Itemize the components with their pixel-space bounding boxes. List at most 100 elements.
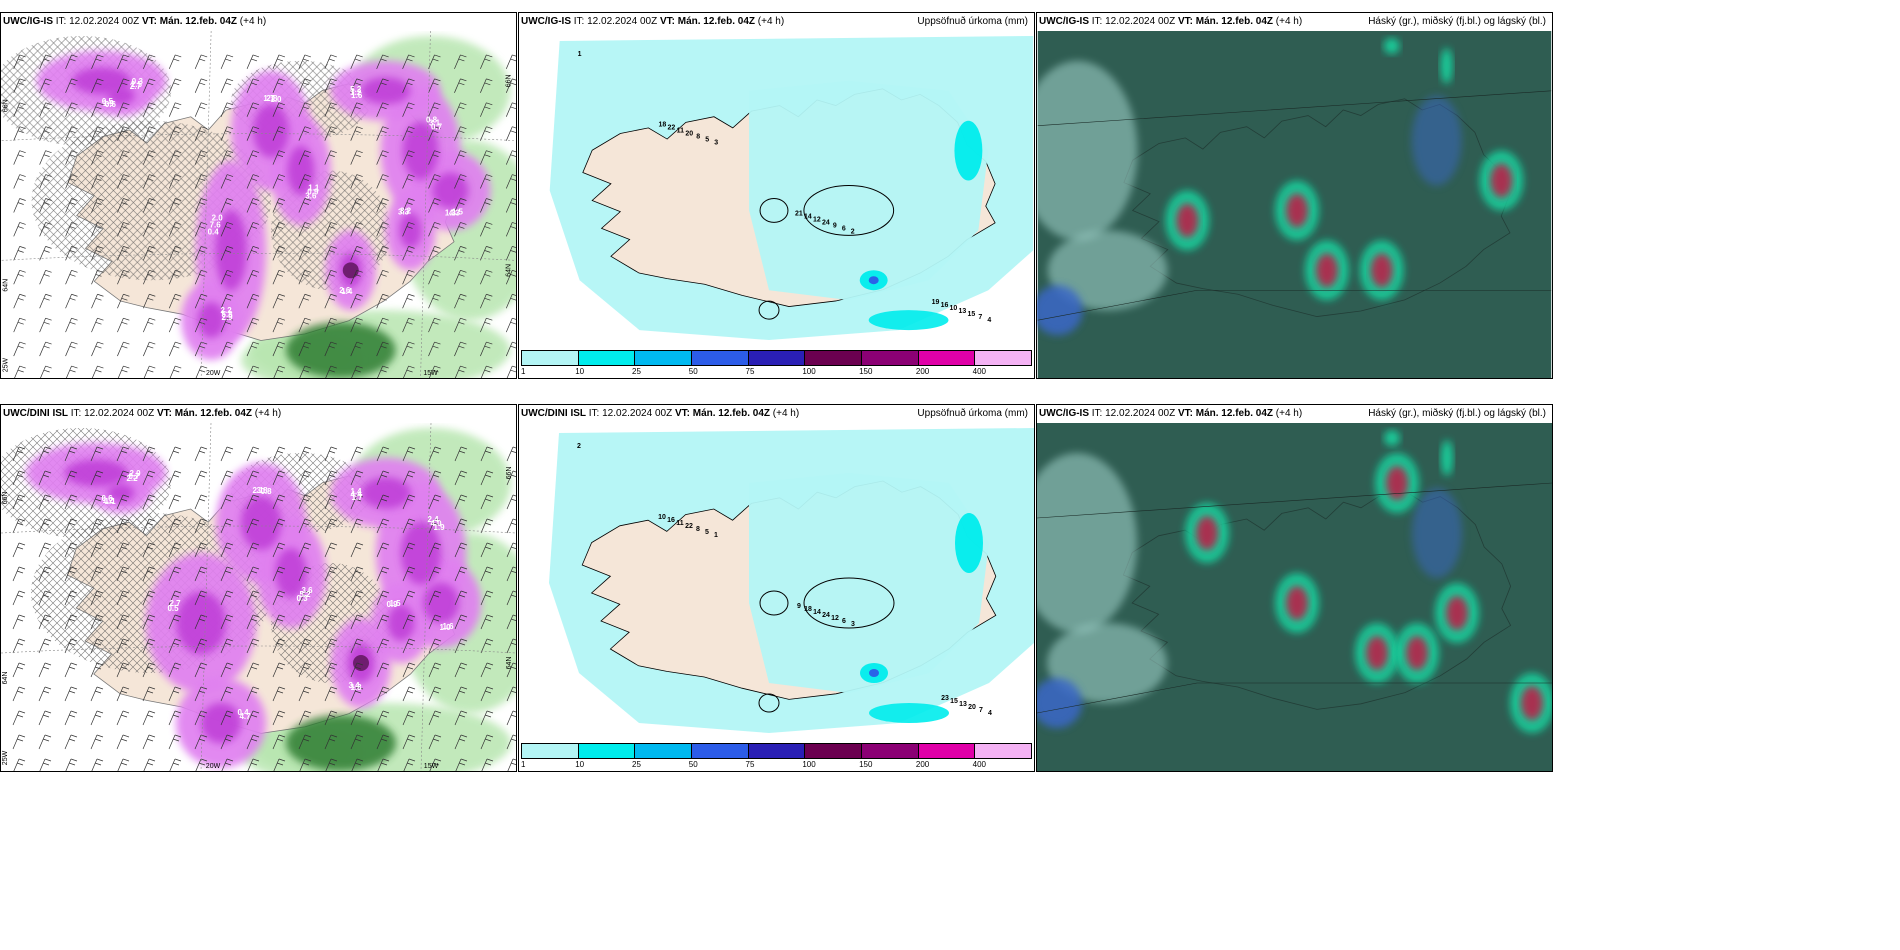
wind-barb [220, 710, 234, 726]
wind-barb [272, 638, 286, 654]
wind-barb [143, 269, 156, 285]
high-cloud-core [1196, 516, 1218, 550]
precip-value-label: 2.7 [130, 82, 142, 91]
wind-barb [480, 446, 494, 462]
lead-time: (+4 h) [1275, 408, 1303, 419]
accum-value-label: 1 [714, 532, 718, 539]
precip-core [423, 582, 459, 624]
wind-barb [272, 341, 286, 357]
wind-barb [402, 686, 416, 702]
wind-barb [376, 269, 389, 285]
wind-barb [194, 78, 208, 93]
precip-value-label: 3.6 [301, 586, 313, 595]
map-area[interactable]: 1 3 2 4 5 6 7 8 9 15 20 24 13 11 12 10 22 14 16 18 21 19 [519, 31, 1034, 350]
wind-barb [481, 758, 494, 771]
colorbar-tick-label: 25 [632, 367, 641, 376]
wind-barb [194, 293, 208, 309]
wind-barb [272, 662, 286, 678]
colorbar-swatch [522, 744, 579, 758]
colorbar-swatch [805, 744, 863, 758]
colorbar-swatch [975, 351, 1032, 365]
mid-cloud [1412, 488, 1462, 578]
wind-barb [298, 102, 311, 117]
accum-max [868, 276, 879, 285]
wind-barb [12, 470, 26, 486]
wind-barb [402, 614, 416, 630]
precip-value-label: 2.8 [266, 94, 278, 103]
accum-value-label: 11 [676, 520, 684, 527]
panel-header: UWC/IG-IS IT: 12.02.2024 00Z VT: Mán. 12… [1037, 13, 1552, 31]
wind-barb [39, 174, 52, 189]
map-area[interactable]: 2.0 1.1 2.1 3.6 1.7 2.4 1.6 0.5 0.4 1.3 0.9 0.7 1.2 3… [1, 423, 516, 771]
wind-barb [91, 126, 104, 141]
wind-barb [376, 566, 390, 582]
wind-barb [116, 446, 130, 462]
map-area[interactable]: 0.3 0.6 1.7 1.1 1.6 0.8 1.5 0.4 2.2 1.4 3.3 2.5 1.9 2… [1, 31, 516, 378]
lon-label: 25W [2, 750, 9, 765]
accum-value-label: 24 [822, 612, 830, 619]
precip-value-label: 2.7 [169, 599, 181, 608]
accum-value-label: 18 [804, 606, 812, 613]
wind-barb [428, 542, 442, 558]
colorbar-swatch [635, 351, 693, 365]
valid-label: VT: [156, 408, 172, 419]
wind-barb [505, 341, 516, 357]
wind-barb [298, 662, 312, 678]
model-name: UWC/DINI ISL [521, 408, 586, 419]
wind-barb [246, 317, 260, 333]
low-cloud [1037, 453, 1137, 633]
wind-barb [195, 758, 208, 771]
wind-barb [168, 317, 182, 333]
wind-barb [65, 78, 78, 93]
wind-barb [454, 494, 468, 510]
wind-barb [168, 734, 182, 750]
wind-barb [480, 614, 494, 630]
map-area[interactable] [1037, 423, 1552, 771]
wind-barb [480, 734, 494, 750]
wind-barb [168, 686, 182, 702]
panel-precip-wind-dini: UWC/DINI ISL IT: 12.02.2024 00Z VT: Mán.… [0, 404, 517, 772]
precip-value-label: 4.0 [430, 519, 442, 528]
wind-barb [454, 126, 467, 141]
valid-label: VT: [141, 16, 157, 27]
precip-value-label: 2.0 [129, 469, 141, 478]
precip-core [399, 212, 422, 249]
accum-value-label: 22 [667, 125, 675, 132]
wind-barb [65, 341, 78, 357]
precip-value-label: 0.9 [307, 188, 319, 197]
wind-barb [376, 518, 390, 534]
wind-barb [65, 102, 78, 117]
precip-core [361, 477, 411, 509]
precip-core [402, 121, 439, 180]
wind-barb [428, 246, 441, 261]
wind-barb [143, 198, 156, 213]
wind-barb [324, 518, 338, 534]
precip-value-label: 0.5 [167, 604, 179, 613]
wind-barb [506, 710, 516, 726]
wind-barb [142, 686, 156, 702]
wind-barb [194, 174, 208, 189]
wind-barb [12, 614, 26, 630]
model-name: UWC/DINI ISL [3, 408, 68, 419]
model-name: UWC/IG-IS [1039, 408, 1089, 419]
wind-barb [428, 102, 441, 117]
wind-barb [298, 710, 312, 726]
map-area[interactable] [1037, 31, 1552, 378]
wind-barb [194, 126, 208, 141]
wind-barb [143, 54, 156, 70]
wind-barb [298, 470, 312, 486]
wind-barb [12, 710, 26, 726]
map-area[interactable]: 2 1 3 4 5 6 7 8 12 20 22 24 13 11 14 15 16 18 23 10 9 [519, 423, 1034, 743]
wind-barb [298, 293, 311, 309]
wind-barb [402, 710, 416, 726]
wind-barb [350, 269, 363, 285]
wind-barb [116, 710, 130, 726]
graticule-lat [1, 253, 516, 261]
precip-value-label: 5.2 [299, 590, 311, 599]
wind-barb [506, 446, 516, 462]
wind-barb [39, 198, 52, 213]
wind-barb [116, 494, 130, 510]
wind-barb [143, 150, 156, 165]
wind-barb [143, 174, 156, 189]
